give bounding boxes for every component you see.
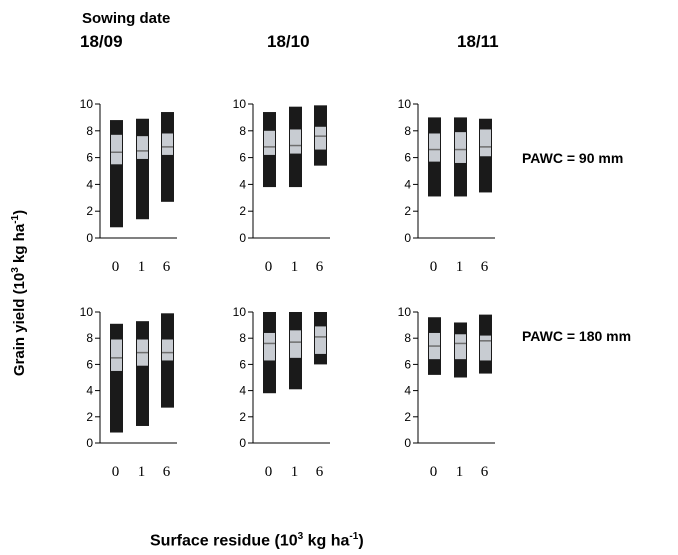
iqr-box <box>162 339 173 361</box>
x-category-label: 6 <box>481 464 489 480</box>
y-tick-label: 8 <box>404 331 411 345</box>
y-tick-label: 10 <box>80 97 94 111</box>
x-category-label: 6 <box>316 259 324 275</box>
y-tick-label: 8 <box>86 124 93 138</box>
y-tick-label: 6 <box>86 357 93 371</box>
x-category-label: 6 <box>163 259 171 275</box>
iqr-box <box>455 334 466 360</box>
iqr-box <box>315 126 326 150</box>
y-tick-label: 2 <box>404 410 411 424</box>
iqr-box <box>480 335 491 361</box>
iqr-box <box>111 339 122 371</box>
y-tick-label: 0 <box>404 436 411 450</box>
y-tick-label: 6 <box>404 357 411 371</box>
x-category-label: 0 <box>112 259 120 275</box>
x-category-label: 0 <box>430 259 438 275</box>
x-axis-label-unit: kg ha <box>303 532 350 550</box>
x-category-label: 1 <box>456 259 464 275</box>
x-axis-label-close: ) <box>358 532 364 550</box>
iqr-box <box>111 134 122 165</box>
x-axis-label-main: Surface residue (10 <box>150 532 298 550</box>
y-tick-label: 2 <box>86 204 93 218</box>
range-bar <box>136 118 149 220</box>
y-tick-label: 4 <box>404 177 411 191</box>
y-tick-label: 0 <box>86 231 93 245</box>
x-category-label: 1 <box>456 464 464 480</box>
x-category-label: 1 <box>138 259 146 275</box>
pawc-180-label: PAWC = 180 mm <box>522 328 632 344</box>
iqr-box <box>264 332 275 361</box>
y-tick-label: 0 <box>239 436 246 450</box>
pawc-90-label: PAWC = 90 mm <box>522 150 624 166</box>
y-tick-label: 4 <box>86 177 93 191</box>
y-tick-label: 6 <box>239 357 246 371</box>
y-tick-label: 10 <box>398 305 412 319</box>
y-tick-label: 0 <box>404 231 411 245</box>
iqr-box <box>290 129 301 154</box>
x-axis-label-sup2: -1 <box>349 531 359 542</box>
sowing-date-3: 18/11 <box>457 32 499 51</box>
y-tick-label: 4 <box>86 384 93 398</box>
y-tick-label: 2 <box>239 204 246 218</box>
y-tick-label: 0 <box>239 231 246 245</box>
y-tick-label: 4 <box>404 384 411 398</box>
iqr-box <box>162 133 173 155</box>
y-tick-label: 6 <box>239 151 246 165</box>
x-category-label: 0 <box>112 464 120 480</box>
x-category-label: 6 <box>316 464 324 480</box>
y-tick-label: 4 <box>239 177 246 191</box>
range-bar <box>136 321 149 426</box>
y-tick-label: 2 <box>239 410 246 424</box>
iqr-box <box>315 326 326 354</box>
y-tick-label: 8 <box>86 331 93 345</box>
y-tick-label: 10 <box>233 97 247 111</box>
y-tick-label: 10 <box>398 97 412 111</box>
iqr-box <box>137 136 148 159</box>
sowing-date-title: Sowing date <box>82 10 171 27</box>
y-tick-label: 10 <box>80 305 94 319</box>
iqr-box <box>429 133 440 162</box>
y-tick-label: 0 <box>86 436 93 450</box>
sowing-date-1: 18/09 <box>80 32 123 51</box>
y-tick-label: 10 <box>233 305 247 319</box>
y-tick-label: 8 <box>239 124 246 138</box>
x-category-label: 0 <box>265 259 273 275</box>
y-tick-label: 8 <box>239 331 246 345</box>
x-axis-label: Surface residue (103 kg ha-1) <box>150 531 364 550</box>
x-category-label: 0 <box>430 464 438 480</box>
y-tick-label: 6 <box>404 151 411 165</box>
y-tick-label: 6 <box>86 151 93 165</box>
y-tick-label: 2 <box>86 410 93 424</box>
x-category-label: 1 <box>138 464 146 480</box>
x-category-label: 0 <box>265 464 273 480</box>
iqr-box <box>290 330 301 358</box>
x-category-label: 6 <box>481 259 489 275</box>
iqr-box <box>264 130 275 155</box>
iqr-box <box>480 129 491 157</box>
y-tick-label: 8 <box>404 124 411 138</box>
iqr-box <box>455 132 466 163</box>
x-category-label: 6 <box>163 464 171 480</box>
y-tick-label: 4 <box>239 384 246 398</box>
x-category-label: 1 <box>291 259 299 275</box>
x-axis-label-sup: 3 <box>297 531 304 542</box>
x-category-label: 1 <box>291 464 299 480</box>
y-tick-label: 2 <box>404 204 411 218</box>
range-bar <box>161 112 174 202</box>
sowing-date-2: 18/10 <box>267 32 310 51</box>
